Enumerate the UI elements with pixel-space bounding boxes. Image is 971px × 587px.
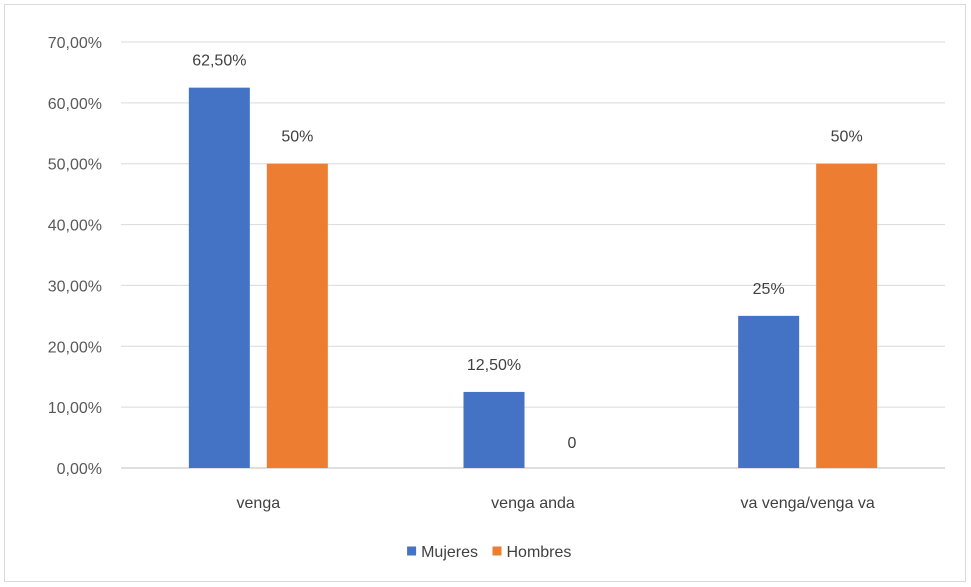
legend-swatch (492, 546, 502, 556)
data-label: 50% (281, 129, 313, 146)
x-category-label: venga (237, 495, 281, 512)
y-tick-label: 40,00% (48, 218, 102, 235)
bar-hombres-2 (816, 163, 878, 468)
data-label: 25% (753, 281, 785, 298)
data-label: 50% (831, 129, 863, 146)
legend-item-mujeres: Mujeres (407, 544, 478, 561)
legend: Mujeres Hombres (407, 544, 571, 561)
bar-mujeres-1 (463, 391, 525, 468)
bar-mujeres-2 (738, 315, 800, 468)
data-label: 12,50% (467, 357, 521, 374)
y-tick-label: 60,00% (48, 96, 102, 113)
y-tick-label: 30,00% (48, 278, 102, 295)
bars-layer (188, 87, 878, 469)
bar-mujeres-0 (188, 87, 250, 469)
legend-label: Mujeres (421, 544, 478, 561)
x-category-label: va venga/venga va (741, 495, 875, 512)
legend-item-hombres: Hombres (492, 544, 572, 561)
y-tick-label: 50,00% (48, 157, 102, 174)
y-tick-label: 10,00% (48, 400, 102, 417)
legend-label: Hombres (507, 544, 572, 561)
grid-layer (121, 41, 945, 469)
data-label: 62,50% (192, 53, 246, 70)
data-label: 0 (568, 435, 577, 452)
legend-swatch (407, 546, 417, 556)
labels-layer: 0,00% 10,00% 20,00% 30,00% 40,00% 50,00% 60,00… (48, 35, 875, 512)
bar-hombres-0 (266, 163, 328, 468)
y-tick-label: 70,00% (48, 35, 102, 52)
chart-frame (4, 4, 966, 582)
y-tick-label: 0,00% (57, 461, 102, 478)
y-tick-label: 20,00% (48, 339, 102, 356)
x-category-label: venga anda (491, 495, 575, 512)
